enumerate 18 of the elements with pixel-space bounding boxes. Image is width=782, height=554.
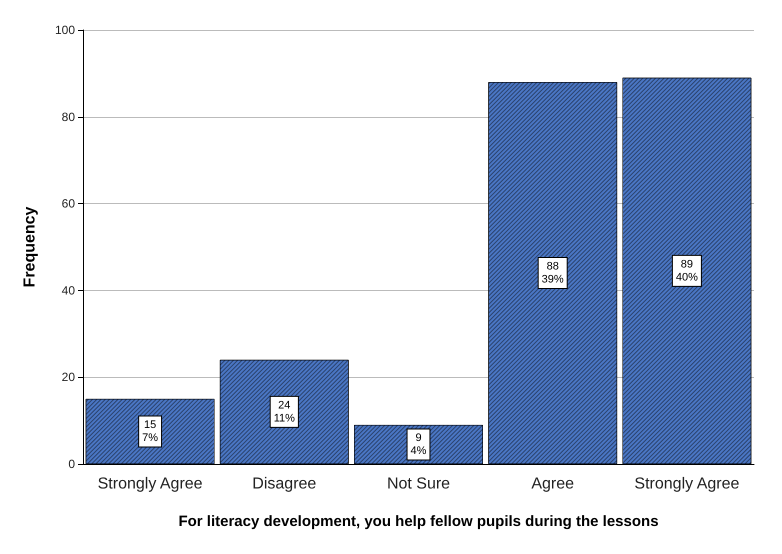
x-axis-title: For literacy development, you help fellow pupils during the lessons (178, 513, 659, 530)
y-tick-label: 20 (62, 370, 76, 384)
x-tick-label: Disagree (252, 476, 316, 492)
y-tick-label: 100 (54, 23, 76, 37)
y-axis-title: Frequency (22, 206, 38, 288)
data-label: 24 11% (274, 399, 296, 424)
x-tick-label: Not Sure (386, 476, 450, 492)
data-label: 89 40% (676, 258, 698, 284)
x-tick-label: Strongly Agree (634, 476, 740, 492)
y-tick-label: 0 (68, 457, 76, 471)
y-tick-label: 60 (62, 196, 76, 211)
x-tick-label: Strongly Agree (98, 476, 203, 492)
y-tick-label: 40 (62, 283, 76, 298)
data-label: 88 39% (542, 260, 564, 286)
data-label: 15 7% (142, 418, 158, 444)
y-tick-label: 80 (62, 110, 76, 124)
data-label: 9 4% (410, 432, 427, 457)
x-tick-label: Agree (531, 476, 574, 492)
